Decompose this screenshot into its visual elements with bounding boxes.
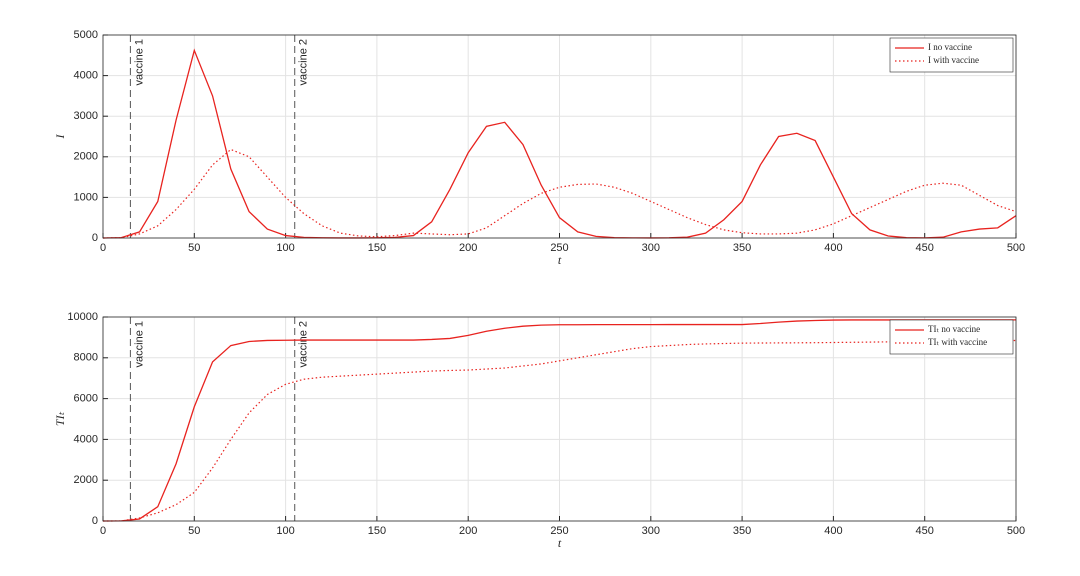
x-tick-label: 350	[733, 525, 751, 537]
x-tick-label: 0	[100, 242, 106, 254]
series-line	[102, 319, 1016, 522]
subplot: 0 50 100 150 200 250 300 350 400 450 500 0 2000 4000 6…	[53, 311, 1025, 550]
x-tick-label: 500	[1007, 242, 1025, 254]
x-tick-label: 400	[824, 525, 842, 537]
legend-label: TIₜ with vaccine	[928, 337, 987, 347]
vaccine-label: vaccine 1	[133, 39, 145, 85]
y-tick-label: 5000	[74, 29, 98, 41]
y-tick-label: 0	[92, 232, 98, 244]
y-tick-label: 4000	[74, 433, 98, 445]
series-line	[102, 48, 1017, 239]
x-tick-label: 100	[276, 242, 294, 254]
y-tick-label: 0	[92, 515, 98, 527]
x-tick-label: 400	[824, 242, 842, 254]
x-tick-label: 50	[188, 525, 200, 537]
x-tick-label: 500	[1007, 525, 1025, 537]
x-tick-label: 250	[550, 525, 568, 537]
y-axis-label: TIₜ	[53, 411, 67, 426]
x-tick-label: 300	[642, 242, 660, 254]
x-tick-label: 150	[368, 242, 386, 254]
x-tick-label: 50	[188, 242, 200, 254]
x-tick-label: 0	[100, 525, 106, 537]
y-tick-label: 6000	[74, 393, 98, 405]
x-tick-label: 100	[276, 525, 294, 537]
y-tick-label: 1000	[74, 191, 98, 203]
x-axis-label: t	[558, 253, 562, 267]
x-tick-label: 450	[916, 242, 934, 254]
vaccine-label: vaccine 2	[298, 39, 310, 85]
x-tick-label: 300	[642, 525, 660, 537]
legend-box	[889, 319, 1014, 355]
x-axis-label: t	[558, 536, 562, 550]
y-tick-label: 10000	[67, 311, 98, 323]
y-tick-label: 2000	[74, 151, 98, 163]
axes-box	[102, 34, 1017, 239]
y-axis-label: I	[53, 134, 67, 140]
x-tick-label: 450	[916, 525, 934, 537]
axes-box	[102, 316, 1017, 522]
x-tick-label: 250	[550, 242, 568, 254]
vaccine-label: vaccine 1	[133, 321, 145, 367]
legend-label: TIₜ no vaccine	[928, 324, 980, 334]
vaccine-label: vaccine 2	[298, 321, 310, 367]
legend-label: I no vaccine	[928, 42, 972, 52]
x-tick-label: 200	[459, 242, 477, 254]
y-tick-label: 2000	[74, 474, 98, 486]
x-tick-label: 350	[733, 242, 751, 254]
y-tick-label: 4000	[74, 70, 98, 82]
legend-label: I with vaccine	[928, 55, 979, 65]
legend-box	[889, 37, 1014, 73]
series-line	[102, 148, 1017, 239]
x-tick-label: 200	[459, 525, 477, 537]
series-line	[102, 339, 1017, 522]
subplot: 0 50 100 150 200 250 300 350 400 450 5000100020003…	[53, 29, 1025, 267]
x-tick-label: 150	[368, 525, 386, 537]
y-tick-label: 3000	[74, 110, 98, 122]
y-tick-label: 8000	[74, 352, 98, 364]
